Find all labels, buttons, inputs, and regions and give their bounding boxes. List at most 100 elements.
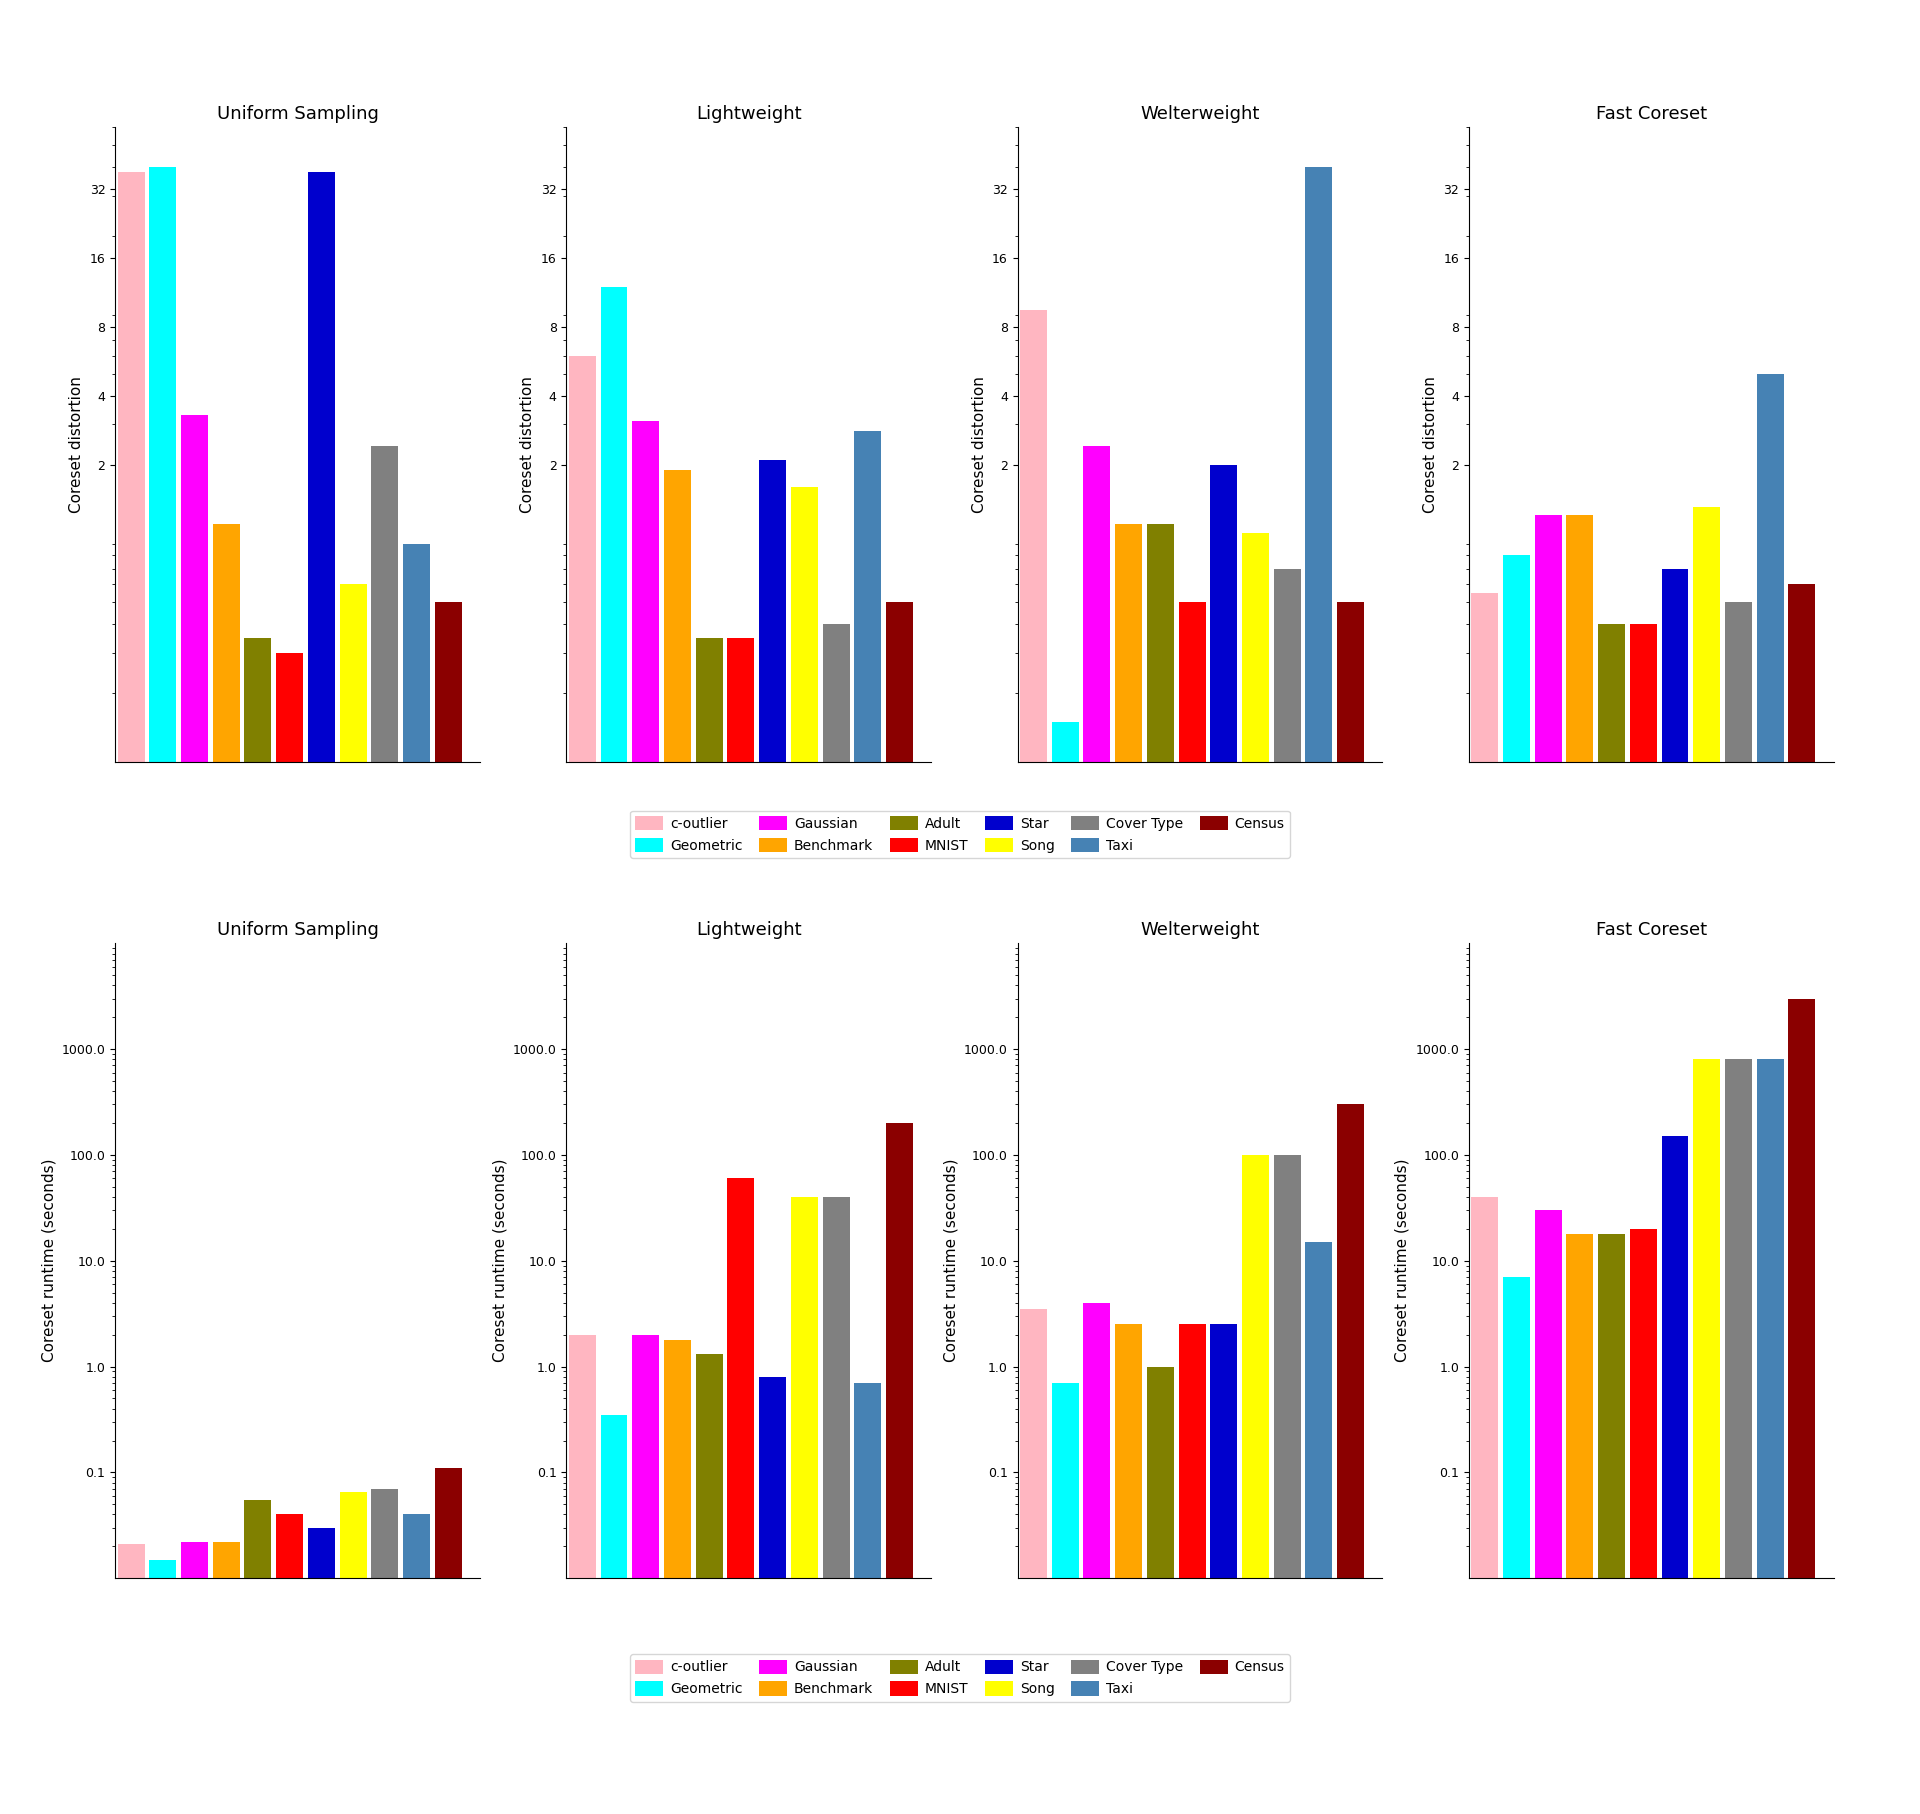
Bar: [340, 1493, 367, 1814]
Bar: [728, 1179, 755, 1814]
Bar: [1788, 1000, 1814, 1814]
Bar: [791, 1197, 818, 1814]
Bar: [1788, 584, 1814, 1814]
Bar: [632, 421, 659, 1814]
Bar: [403, 544, 430, 1814]
Y-axis label: Coreset runtime (seconds): Coreset runtime (seconds): [40, 1159, 56, 1362]
Bar: [1757, 1059, 1784, 1814]
Bar: [1534, 515, 1561, 1814]
Bar: [1724, 1059, 1751, 1814]
Bar: [1567, 1234, 1594, 1814]
Bar: [854, 1382, 881, 1814]
Bar: [664, 1339, 691, 1814]
Bar: [1661, 1136, 1688, 1814]
Title: Lightweight: Lightweight: [695, 105, 803, 123]
Bar: [1273, 1156, 1300, 1814]
Bar: [1020, 310, 1046, 1814]
Bar: [1083, 446, 1110, 1814]
Title: Fast Coreset: Fast Coreset: [1596, 105, 1707, 123]
Bar: [1306, 1243, 1332, 1814]
Bar: [758, 459, 785, 1814]
Bar: [854, 432, 881, 1814]
Bar: [1471, 593, 1498, 1814]
Bar: [601, 287, 628, 1814]
Bar: [1273, 570, 1300, 1814]
Bar: [1503, 555, 1530, 1814]
Title: Welterweight: Welterweight: [1140, 922, 1260, 940]
Bar: [244, 637, 271, 1814]
Bar: [1693, 508, 1720, 1814]
Bar: [1210, 1324, 1236, 1814]
Bar: [791, 486, 818, 1814]
Y-axis label: Coreset distortion: Coreset distortion: [69, 375, 84, 513]
Bar: [1693, 1059, 1720, 1814]
Bar: [728, 637, 755, 1814]
Bar: [822, 1197, 849, 1814]
Bar: [695, 637, 722, 1814]
Bar: [1567, 515, 1594, 1814]
Bar: [1597, 1234, 1624, 1814]
Bar: [1630, 624, 1657, 1814]
Bar: [371, 446, 397, 1814]
Bar: [1116, 524, 1142, 1814]
Title: Welterweight: Welterweight: [1140, 105, 1260, 123]
Bar: [371, 1489, 397, 1814]
Y-axis label: Coreset distortion: Coreset distortion: [972, 375, 987, 513]
Bar: [1179, 602, 1206, 1814]
Title: Uniform Sampling: Uniform Sampling: [217, 922, 378, 940]
Bar: [1661, 570, 1688, 1814]
Bar: [434, 602, 463, 1814]
Bar: [1534, 1210, 1561, 1814]
Bar: [664, 470, 691, 1814]
Bar: [758, 1377, 785, 1814]
Bar: [885, 602, 914, 1814]
Bar: [244, 1500, 271, 1814]
Bar: [1471, 1197, 1498, 1814]
Bar: [180, 1542, 207, 1814]
Bar: [822, 624, 849, 1814]
Bar: [403, 1515, 430, 1814]
Bar: [1757, 374, 1784, 1814]
Bar: [180, 415, 207, 1814]
Bar: [340, 584, 367, 1814]
Bar: [1020, 1310, 1046, 1814]
Bar: [434, 1468, 463, 1814]
Bar: [1597, 624, 1624, 1814]
Bar: [1503, 1277, 1530, 1814]
Bar: [117, 172, 144, 1814]
Bar: [568, 1335, 595, 1814]
Bar: [1052, 722, 1079, 1814]
Bar: [568, 356, 595, 1814]
Bar: [1336, 1105, 1363, 1814]
Bar: [276, 1515, 303, 1814]
Bar: [1146, 1366, 1173, 1814]
Bar: [1052, 1382, 1079, 1814]
Legend: c-outlier, Geometric, Gaussian, Benchmark, Adult, MNIST, Star, Song, Cover Type,: c-outlier, Geometric, Gaussian, Benchmar…: [630, 811, 1290, 858]
Y-axis label: Coreset runtime (seconds): Coreset runtime (seconds): [492, 1159, 507, 1362]
Bar: [1083, 1302, 1110, 1814]
Y-axis label: Coreset distortion: Coreset distortion: [1423, 375, 1438, 513]
Bar: [695, 1355, 722, 1814]
Bar: [1210, 464, 1236, 1814]
Y-axis label: Coreset runtime (seconds): Coreset runtime (seconds): [943, 1159, 958, 1362]
Y-axis label: Coreset distortion: Coreset distortion: [520, 375, 536, 513]
Title: Uniform Sampling: Uniform Sampling: [217, 105, 378, 123]
Bar: [307, 172, 334, 1814]
Bar: [885, 1123, 914, 1814]
Title: Fast Coreset: Fast Coreset: [1596, 922, 1707, 940]
Bar: [150, 1560, 177, 1814]
Bar: [1242, 533, 1269, 1814]
Bar: [1724, 602, 1751, 1814]
Bar: [632, 1335, 659, 1814]
Bar: [276, 653, 303, 1814]
Bar: [213, 1542, 240, 1814]
Bar: [1146, 524, 1173, 1814]
Bar: [213, 524, 240, 1814]
Bar: [117, 1544, 144, 1814]
Bar: [601, 1415, 628, 1814]
Bar: [1630, 1228, 1657, 1814]
Bar: [1306, 167, 1332, 1814]
Bar: [150, 167, 177, 1814]
Bar: [1242, 1156, 1269, 1814]
Bar: [1336, 602, 1363, 1814]
